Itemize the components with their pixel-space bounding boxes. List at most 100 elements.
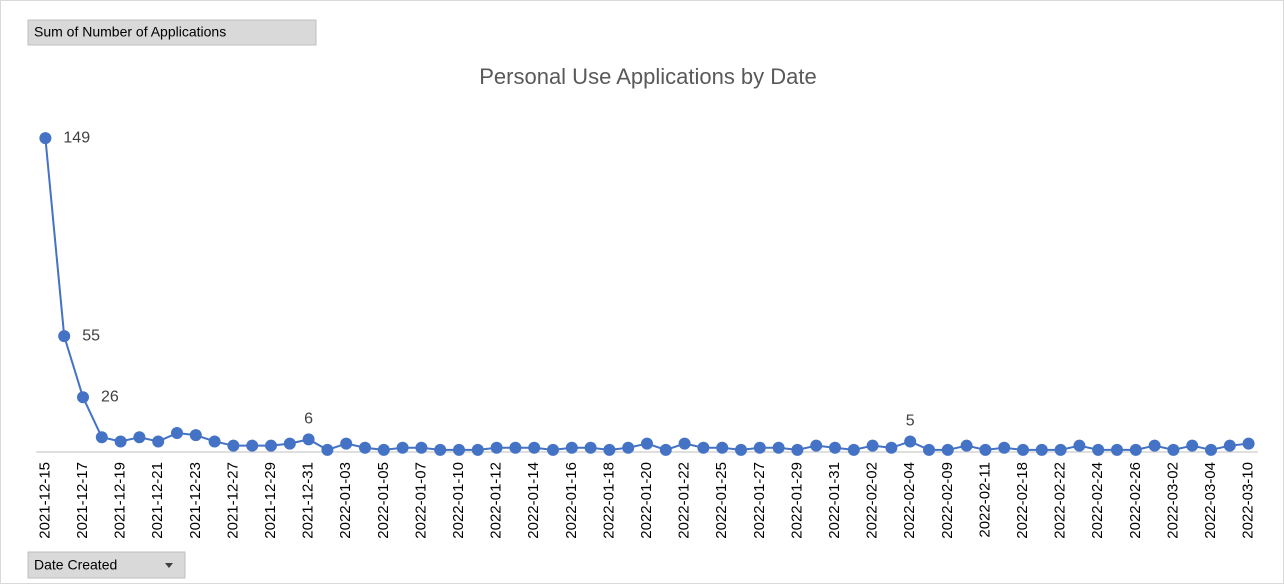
x-tick-label: 2022-02-18 xyxy=(1014,462,1031,539)
data-point xyxy=(227,439,240,452)
data-point xyxy=(471,443,484,456)
data-point xyxy=(415,441,428,454)
data-point xyxy=(622,441,635,454)
x-tick-label: 2021-12-19 xyxy=(112,462,129,539)
x-tick-label: 2022-01-29 xyxy=(788,462,805,539)
data-point xyxy=(904,435,917,448)
data-point xyxy=(152,435,165,448)
data-point xyxy=(1073,439,1086,452)
button-label: Sum of Number of Applications xyxy=(34,24,226,40)
x-tick-label: 2022-01-18 xyxy=(600,462,617,539)
dropdown-arrow xyxy=(165,563,173,568)
x-tick-label: 2022-02-24 xyxy=(1089,462,1106,539)
data-point xyxy=(95,431,108,444)
data-point xyxy=(1054,443,1067,456)
data-point xyxy=(923,443,935,456)
button-bg xyxy=(27,551,186,579)
data-point xyxy=(547,443,559,456)
data-point xyxy=(678,437,691,450)
x-tick-label: 2022-01-16 xyxy=(563,462,580,539)
data-point xyxy=(58,330,71,343)
x-tick-label: 2021-12-15 xyxy=(36,462,53,539)
chart-title: Personal Use Applications by Date xyxy=(479,64,817,89)
x-tick-label: 2021-12-23 xyxy=(187,462,204,539)
data-point xyxy=(1205,443,1217,456)
x-tick-label: 2021-12-29 xyxy=(262,462,279,539)
data-point xyxy=(114,435,127,448)
data-point xyxy=(829,441,841,454)
data-point xyxy=(208,435,221,448)
x-tick-label: 2022-02-09 xyxy=(939,462,956,539)
data-label: 55 xyxy=(82,327,100,344)
data-point xyxy=(753,441,766,454)
x-tick-label: 2022-01-10 xyxy=(450,462,467,539)
axis-field-button[interactable]: Date Created xyxy=(27,551,186,579)
x-tick-label: 2022-03-10 xyxy=(1240,462,1257,539)
data-point xyxy=(866,439,879,452)
x-tick-label: 2022-01-20 xyxy=(638,462,655,539)
x-tick-label: 2022-01-31 xyxy=(826,462,843,539)
data-point xyxy=(133,431,146,444)
data-point xyxy=(528,441,541,454)
x-tick-label: 2021-12-17 xyxy=(74,462,91,539)
data-point xyxy=(885,441,898,454)
data-point xyxy=(791,443,804,456)
x-tick-label: 2022-03-02 xyxy=(1164,462,1181,539)
data-point xyxy=(1035,443,1048,456)
data-label: 26 xyxy=(101,388,119,405)
x-tick-label: 2021-12-21 xyxy=(149,462,166,539)
data-point xyxy=(265,439,277,452)
data-point xyxy=(772,441,785,454)
data-point xyxy=(1223,439,1236,452)
x-tick-label: 2022-01-05 xyxy=(375,462,392,539)
data-point xyxy=(283,437,296,450)
data-label: 5 xyxy=(906,413,915,430)
data-point xyxy=(453,443,465,456)
data-point xyxy=(490,441,503,454)
data-point xyxy=(960,439,973,452)
data-point xyxy=(39,132,52,145)
data-point xyxy=(340,437,353,450)
data-point xyxy=(509,441,522,454)
data-point xyxy=(1186,439,1199,452)
x-tick-label: 2022-01-22 xyxy=(676,462,693,539)
x-tick-label: 2022-02-26 xyxy=(1127,462,1144,539)
data-point xyxy=(641,437,653,450)
data-point xyxy=(810,439,823,452)
x-tick-label: 2022-01-27 xyxy=(751,462,768,539)
data-point xyxy=(847,443,860,456)
data-point xyxy=(1167,443,1180,456)
data-point xyxy=(659,443,672,456)
data-point xyxy=(377,443,390,456)
x-tick-label: 2022-01-03 xyxy=(337,462,354,539)
x-tick-label: 2022-02-04 xyxy=(901,462,918,539)
data-label: 149 xyxy=(63,129,90,146)
values-field-button[interactable]: Sum of Number of Applications xyxy=(27,19,317,46)
button-bg xyxy=(27,19,317,46)
x-tick-label: 2022-01-25 xyxy=(713,462,730,539)
x-tick-label: 2022-02-22 xyxy=(1052,462,1069,539)
x-tick-label: 2022-02-02 xyxy=(864,462,881,539)
data-point xyxy=(1111,443,1123,456)
data-point xyxy=(979,443,992,456)
x-tick-label: 2022-01-12 xyxy=(488,462,505,539)
data-point xyxy=(1242,437,1255,450)
x-tick-label: 2022-02-11 xyxy=(976,462,993,538)
x-tick-label: 2021-12-27 xyxy=(224,462,241,539)
data-point xyxy=(697,441,710,454)
data-point xyxy=(321,443,334,456)
data-point xyxy=(1092,443,1105,456)
data-point xyxy=(77,391,89,404)
data-label: 6 xyxy=(304,411,313,428)
data-point xyxy=(359,441,371,454)
x-tick-label: 2022-03-04 xyxy=(1202,462,1219,539)
data-point xyxy=(434,443,447,456)
data-point xyxy=(941,443,954,456)
x-tick-label: 2021-12-31 xyxy=(300,462,317,539)
data-point xyxy=(716,441,729,454)
x-tick-label: 2022-01-14 xyxy=(525,462,542,539)
data-point xyxy=(998,441,1011,454)
data-point xyxy=(189,429,202,442)
